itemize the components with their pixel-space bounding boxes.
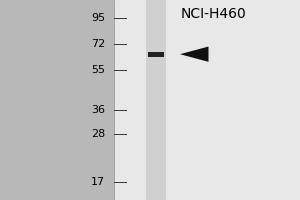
Polygon shape [180,47,208,62]
Text: 95: 95 [91,13,105,23]
Bar [148,52,164,57]
Bar [146,0,166,200]
Text: 36: 36 [91,105,105,115]
Bar [114,0,300,200]
Text: NCI-H460: NCI-H460 [180,7,246,21]
Text: 17: 17 [91,177,105,187]
Text: 55: 55 [91,65,105,75]
Text: 28: 28 [91,129,105,139]
Text: 72: 72 [91,39,105,49]
